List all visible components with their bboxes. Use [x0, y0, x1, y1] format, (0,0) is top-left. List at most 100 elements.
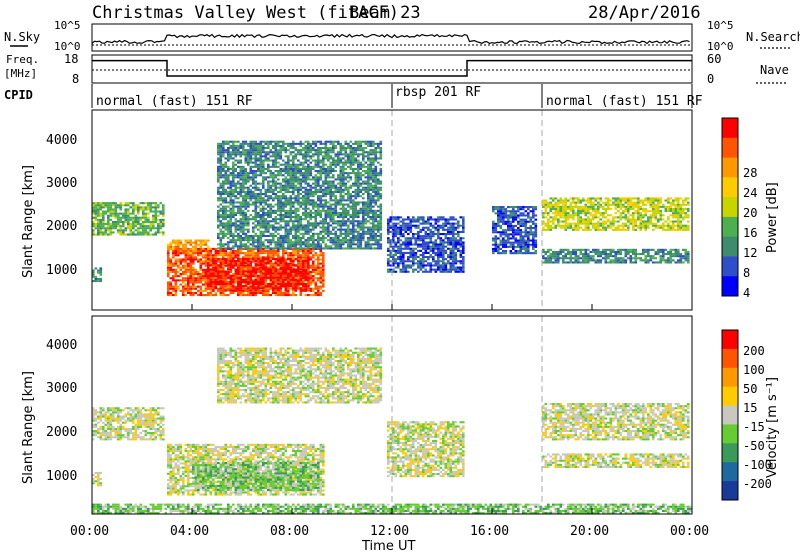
power-data-cell	[284, 180, 288, 183]
power-data-cell	[232, 222, 235, 225]
power-data-cell	[284, 274, 288, 277]
power-data-cell	[357, 155, 360, 158]
power-data-cell	[379, 157, 383, 160]
power-data-cell	[289, 190, 293, 193]
power-data-cell	[372, 201, 375, 204]
power-data-cell	[187, 239, 190, 242]
power-data-cell	[217, 270, 220, 273]
power-data-cell	[297, 239, 300, 242]
power-data-cell	[372, 190, 375, 193]
power-data-cell	[392, 270, 395, 273]
power-data-cell	[299, 224, 303, 227]
power-data-cell	[94, 214, 98, 217]
power-data-cell	[297, 209, 300, 212]
power-data-cell	[354, 237, 358, 240]
power-data-cell	[214, 275, 218, 278]
power-data-cell	[104, 206, 108, 209]
power-data-cell	[252, 283, 255, 286]
power-data-cell	[267, 228, 270, 231]
noise-right-label: N.Search	[746, 30, 800, 44]
power-data-cell	[314, 174, 318, 177]
power-data-cell	[209, 283, 213, 286]
power-data-cell	[234, 222, 238, 225]
power-data-cell	[259, 283, 263, 286]
power-data-cell	[339, 176, 343, 179]
power-data-cell	[152, 223, 155, 226]
power-data-cell	[319, 140, 323, 143]
power-data-cell	[427, 247, 430, 250]
power-data-cell	[247, 273, 250, 276]
power-data-cell	[304, 197, 308, 200]
power-data-cell	[137, 206, 140, 209]
power-data-cell	[292, 180, 295, 183]
power-data-cell	[399, 249, 403, 252]
power-data-cell	[244, 239, 248, 242]
power-data-cell	[207, 262, 210, 265]
power-data-cell	[317, 285, 320, 288]
power-data-cell	[342, 170, 345, 173]
power-data-cell	[194, 268, 198, 271]
power-data-cell	[122, 233, 125, 236]
power-data-cell	[267, 182, 270, 185]
power-data-cell	[239, 285, 243, 288]
power-data-cell	[204, 256, 208, 259]
power-data-cell	[94, 280, 98, 283]
power-data-cell	[339, 157, 343, 160]
power-data-cell	[274, 153, 278, 156]
power-data-cell	[327, 170, 330, 173]
power-data-cell	[249, 272, 253, 275]
power-data-cell	[294, 228, 298, 231]
power-data-cell	[282, 247, 285, 250]
power-data-cell	[407, 237, 410, 240]
power-data-cell	[334, 184, 338, 187]
power-data-cell	[214, 250, 218, 253]
power-data-cell	[157, 206, 160, 209]
power-data-cell	[267, 294, 270, 297]
power-data-cell	[202, 268, 205, 271]
power-data-cell	[192, 266, 195, 269]
power-data-cell	[242, 199, 245, 202]
power-data-cell	[329, 239, 333, 242]
power-data-cell	[317, 241, 320, 244]
power-data-cell	[374, 218, 378, 221]
power-data-cell	[312, 190, 315, 193]
power-data-cell	[322, 220, 325, 223]
power-data-cell	[362, 209, 365, 212]
power-data-cell	[269, 252, 273, 255]
power-data-cell	[169, 245, 173, 248]
power-data-cell	[269, 195, 273, 198]
power-data-cell	[307, 178, 310, 181]
power-data-cell	[394, 216, 398, 219]
power-data-cell	[254, 163, 258, 166]
power-data-cell	[294, 254, 298, 257]
power-data-cell	[292, 274, 295, 277]
power-data-cell	[332, 140, 335, 143]
power-data-cell	[404, 230, 408, 233]
power-data-cell	[232, 216, 235, 219]
freq-right-tick-top: 60	[707, 52, 721, 66]
power-data-cell	[427, 222, 430, 225]
power-data-cell	[299, 140, 303, 143]
power-data-cell	[397, 251, 400, 254]
power-data-cell	[204, 262, 208, 265]
power-data-cell	[367, 232, 370, 235]
power-data-cell	[402, 266, 405, 269]
power-data-cell	[417, 243, 420, 246]
power-data-cell	[312, 140, 315, 143]
power-data-cell	[137, 210, 140, 213]
power-data-cell	[244, 262, 248, 265]
power-data-cell	[237, 190, 240, 193]
power-data-cell	[394, 258, 398, 261]
power-data-cell	[374, 203, 378, 206]
power-data-cell	[242, 188, 245, 191]
power-data-cell	[412, 251, 415, 254]
power-data-cell	[279, 190, 283, 193]
power-data-cell	[287, 262, 290, 265]
power-data-cell	[379, 186, 383, 189]
power-data-cell	[247, 285, 250, 288]
freq-trace	[92, 59, 692, 77]
power-data-cell	[302, 201, 305, 204]
power-data-cell	[322, 142, 325, 145]
power-data-cell	[307, 203, 310, 206]
power-data-cell	[214, 266, 218, 269]
